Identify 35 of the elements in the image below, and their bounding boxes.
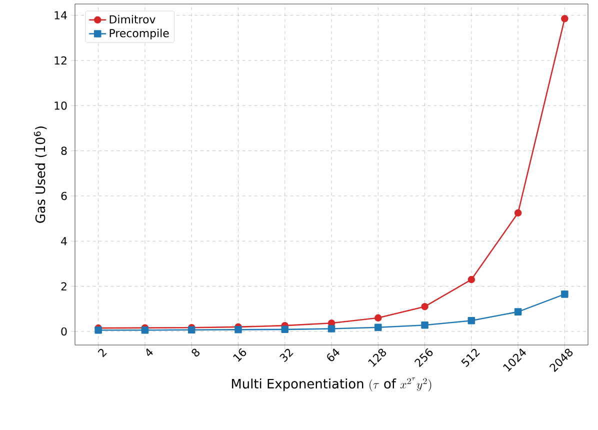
point [468,316,476,324]
point [188,326,196,334]
y-tick-label: 8 [61,146,67,155]
point [374,314,382,322]
x-tick-label: 16 [233,348,246,362]
point [514,308,522,316]
x-tick-label: 512 [461,348,480,367]
x-tick-label: 128 [368,348,386,367]
legend-label: Dimitrov [110,15,156,24]
y-tick-label: 6 [61,192,67,200]
x-tick-label: 8 [192,348,200,356]
x-axis-title: $\text{Multi Exponentiation }(\tau\text{ of }x^{2^{\tau}}y^{2})$ [232,378,432,392]
point [514,209,522,217]
point [141,326,149,334]
legend-label: Precompile [110,28,169,40]
point [561,290,568,298]
point [561,15,568,22]
x-tick-label: 64 [327,348,340,362]
point [468,276,476,284]
y-tick-label: 4 [61,237,67,246]
y-tick-label: 0 [61,327,67,336]
x-tick-label: 4 [146,348,153,356]
x-tick-label: 2 [98,348,107,358]
point [281,326,289,334]
point [374,324,382,332]
point [421,321,428,329]
point [421,302,428,310]
point [328,325,336,332]
y-tick-label: 10 [54,101,67,110]
x-tick-label: 32 [280,348,294,362]
point [234,326,242,334]
y-tick-label: 14 [54,11,67,20]
y-axis-title: Gas Used (10$^{6}$) [34,126,47,223]
y-tick-label: 12 [54,56,66,65]
y-tick-label: 2 [61,282,66,290]
